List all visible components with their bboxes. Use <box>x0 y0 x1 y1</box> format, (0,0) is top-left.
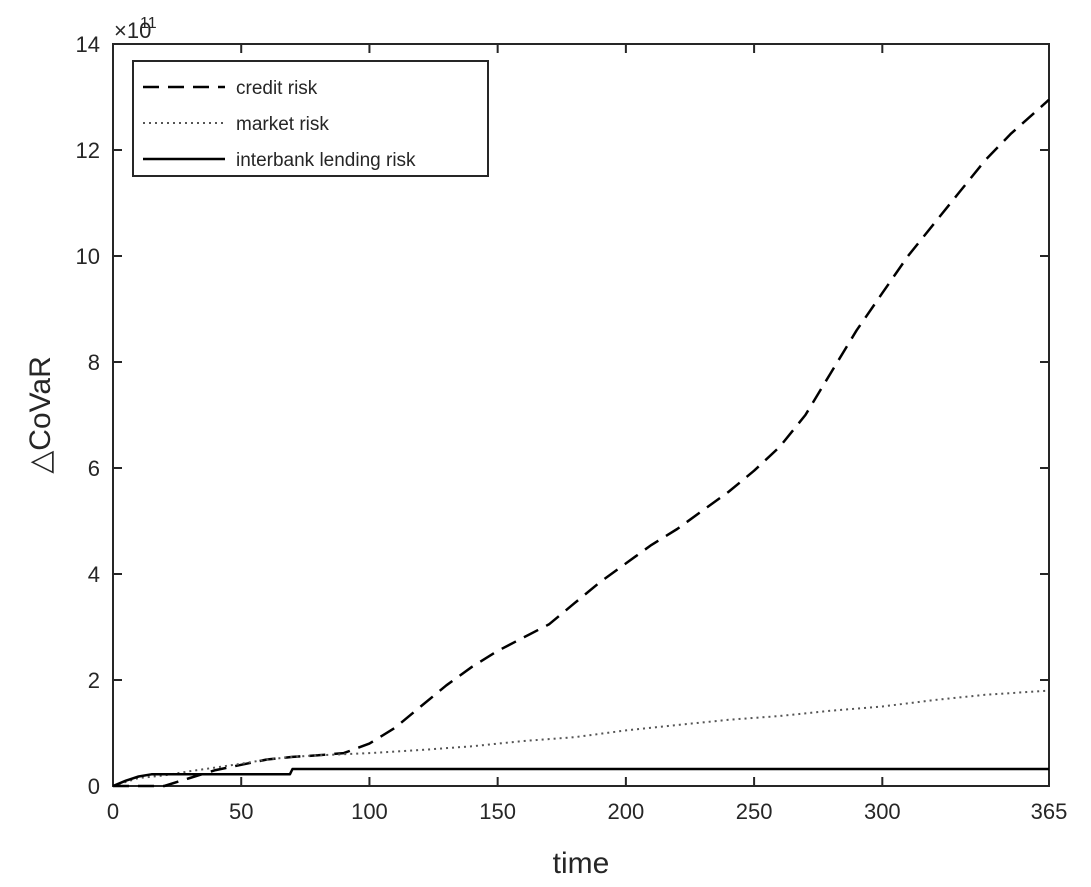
x-tick-label: 150 <box>479 799 516 824</box>
axes-box <box>112 43 1050 787</box>
series-line-market-risk <box>112 689 1050 787</box>
y-tick-label: 0 <box>88 774 100 799</box>
x-tick-label: 0 <box>107 799 119 824</box>
y-tick-label: 8 <box>88 350 100 375</box>
x-tick-label: 250 <box>736 799 773 824</box>
y-tick-label: 10 <box>76 244 100 269</box>
legend-label-credit-risk: credit risk <box>236 78 318 99</box>
x-tick-label: 50 <box>229 799 253 824</box>
x-tick-label: 365 <box>1031 799 1068 824</box>
y-tick-label: 14 <box>76 32 100 57</box>
y-axis-ticks: 0 2 4 6 8 10 12 14 <box>76 32 1049 799</box>
legend: credit risk market risk interbank lending … <box>132 60 489 177</box>
legend-box <box>132 60 489 177</box>
x-tick-label: 200 <box>608 799 645 824</box>
x-tick-label: 300 <box>864 799 901 824</box>
y-tick-label: 2 <box>88 668 100 693</box>
y-exponent-label: ×10 <box>114 18 151 43</box>
y-tick-label: 6 <box>88 456 100 481</box>
x-axis-ticks: 0 50 100 150 200 250 300 365 <box>107 44 1067 824</box>
legend-label-interbank-lending-risk: interbank lending risk <box>236 150 416 171</box>
legend-items: credit risk market risk interbank lending … <box>143 78 416 171</box>
x-axis-title: time <box>553 847 610 880</box>
legend-label-market-risk: market risk <box>236 114 329 135</box>
y-exponent-power: 11 <box>140 15 157 32</box>
series-layer <box>112 98 1050 788</box>
y-tick-label: 12 <box>76 138 100 163</box>
y-tick-label: 4 <box>88 562 100 587</box>
x-tick-label: 100 <box>351 799 388 824</box>
series-line-interbank-lending-risk <box>112 767 1049 788</box>
y-axis-title: △CoVaR <box>24 356 57 474</box>
